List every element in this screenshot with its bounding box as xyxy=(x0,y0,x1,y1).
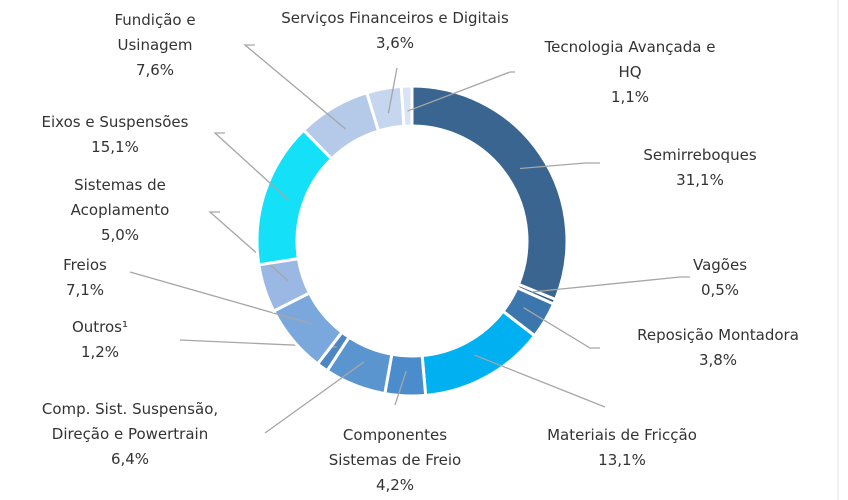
slice-label: Fundição e Usinagem 7,6% xyxy=(100,8,210,83)
slice-label: Freios 7,1% xyxy=(35,253,135,303)
value-label: 0,5% xyxy=(700,281,740,299)
category-label: Outros¹ xyxy=(71,318,129,336)
slice-label: Serviços Financeiros e Digitais 3,6% xyxy=(235,6,555,56)
value-label: 4,2% xyxy=(375,476,415,494)
value-label: 3,6% xyxy=(375,34,415,52)
slice-label: Reposição Montadora 3,8% xyxy=(598,323,838,373)
category-label: Eixos e Suspensões xyxy=(41,113,189,131)
leader-line xyxy=(387,67,398,114)
category-label: Tecnologia Avançada e HQ xyxy=(544,38,716,81)
slice-label: Eixos e Suspensões 15,1% xyxy=(15,110,215,160)
donut-slice xyxy=(420,309,537,398)
leader-line xyxy=(264,361,365,434)
slice-label: Sistemas de Acoplamento 5,0% xyxy=(45,173,195,248)
leader-line xyxy=(394,370,407,406)
slice-label: Tecnologia Avançada e HQ 1,1% xyxy=(540,35,720,110)
leader-line xyxy=(213,132,290,201)
leader-line xyxy=(531,276,690,293)
category-label: Serviços Financeiros e Digitais xyxy=(281,9,509,27)
category-label: Sistemas de Acoplamento xyxy=(70,176,170,219)
leader-line xyxy=(519,162,600,170)
value-label: 1,2% xyxy=(80,343,120,361)
value-label: 7,1% xyxy=(65,281,105,299)
category-label: Comp. Sist. Suspensão, Direção e Powertr… xyxy=(41,400,219,443)
value-label: 3,8% xyxy=(698,351,738,369)
value-label: 6,4% xyxy=(110,450,150,468)
leader-line xyxy=(474,354,606,408)
donut-slice xyxy=(399,84,414,128)
category-label: Fundição e Usinagem xyxy=(114,11,196,54)
category-label: Freios xyxy=(63,256,107,274)
donut-slice xyxy=(410,84,569,302)
category-label: Semirreboques xyxy=(643,146,757,164)
slice-label: Semirreboques 31,1% xyxy=(600,143,800,193)
slice-label: Comp. Sist. Suspensão, Direção e Powertr… xyxy=(15,397,245,472)
category-label: Reposição Montadora xyxy=(637,326,799,344)
value-label: 15,1% xyxy=(91,138,139,156)
donut-slice xyxy=(255,128,334,267)
value-label: 5,0% xyxy=(100,226,140,244)
leader-line xyxy=(243,44,347,130)
category-label: Componentes Sistemas de Freio xyxy=(328,426,462,469)
leader-line xyxy=(407,71,515,112)
slice-label: Materiais de Fricção 13,1% xyxy=(522,423,722,473)
slice-label: Outros¹ 1,2% xyxy=(40,315,160,365)
leader-line xyxy=(129,271,313,325)
slice-label: Vagões 0,5% xyxy=(660,253,780,303)
value-label: 31,1% xyxy=(676,171,724,189)
slice-label: Componentes Sistemas de Freio 4,2% xyxy=(310,423,480,498)
leader-line xyxy=(523,307,600,349)
value-label: 1,1% xyxy=(610,88,650,106)
value-label: 13,1% xyxy=(598,451,646,469)
category-label: Materiais de Fricção xyxy=(547,426,697,444)
category-label: Vagões xyxy=(692,256,748,274)
value-label: 7,6% xyxy=(135,61,175,79)
